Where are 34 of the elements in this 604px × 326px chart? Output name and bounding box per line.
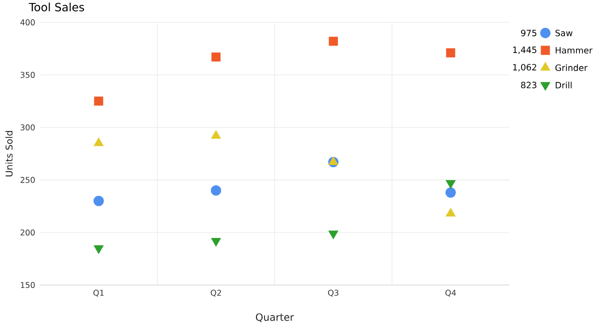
point — [328, 230, 338, 240]
point — [328, 36, 338, 46]
chart-title: Tool Sales — [28, 2, 84, 12]
legend-label: Grinder — [555, 64, 588, 72]
point — [446, 180, 456, 189]
y-tick-label: 250 — [20, 176, 35, 183]
text: 1,062 — [513, 64, 536, 72]
point — [211, 52, 221, 62]
text: 975 — [521, 30, 536, 36]
point — [93, 196, 104, 206]
y-tick-label: 150 — [20, 282, 35, 288]
y-tick-label: 350 — [20, 72, 35, 78]
x-tick-label: Q4 — [445, 290, 456, 297]
x-tick-label: Q3 — [328, 290, 338, 297]
point — [446, 48, 456, 58]
x-axis-title: Quarter — [256, 313, 294, 322]
point — [94, 96, 104, 106]
point — [94, 138, 104, 146]
point — [210, 185, 222, 196]
x-tick-label: Q2 — [210, 290, 221, 297]
point — [211, 130, 221, 139]
legend-label: Drill — [556, 82, 572, 88]
y-tick-label: 400 — [20, 19, 35, 26]
text: 823 — [521, 82, 536, 88]
legend-label: Saw — [556, 30, 572, 36]
y-axis-title: Units Sold — [5, 131, 13, 176]
point — [94, 245, 104, 254]
text: 1,445 — [513, 46, 536, 54]
y-tick-label: 300 — [20, 124, 35, 130]
x-tick-label: Q1 — [93, 290, 104, 297]
y-tick-label: 200 — [20, 229, 35, 236]
legend-label: Hammer — [556, 47, 593, 54]
point — [211, 238, 221, 246]
point — [445, 187, 456, 198]
